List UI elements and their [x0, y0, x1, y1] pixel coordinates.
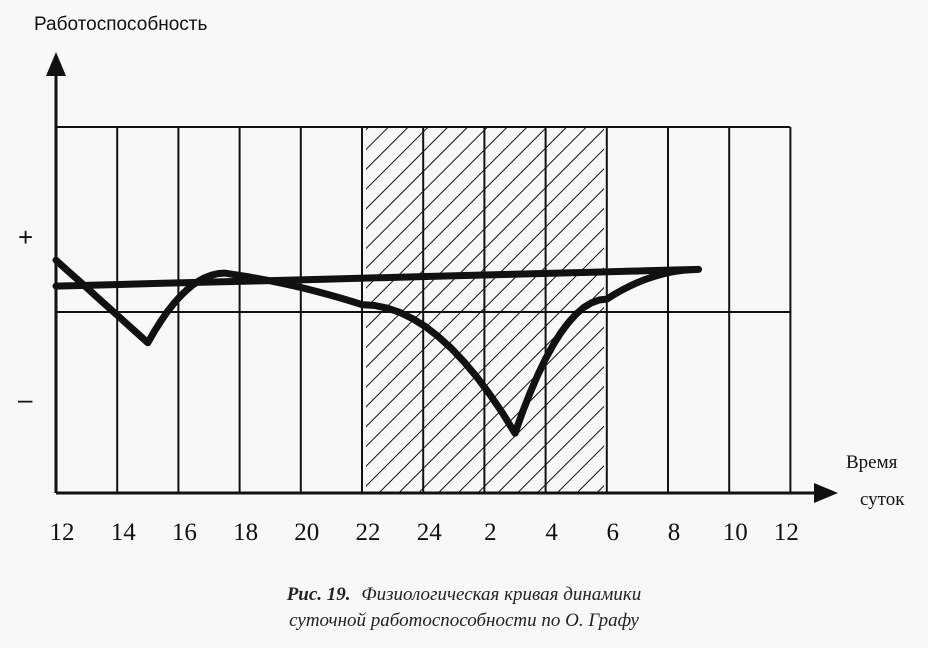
x-tick-label: 12: [774, 519, 799, 546]
y-positive-label: +: [18, 222, 33, 252]
x-tick-label: 6: [607, 519, 620, 546]
x-tick-label: 2: [484, 519, 497, 546]
figure-number: Рис. 19.: [286, 584, 351, 605]
x-tick-label: 20: [294, 519, 319, 546]
x-tick-label: 8: [668, 519, 681, 546]
figure-caption-line2: суточной работоспособности по О. Графу: [289, 610, 639, 631]
x-axis-arrow-icon: [814, 483, 838, 503]
figure-caption-text1: Физиологическая кривая динамики: [361, 584, 641, 605]
y-axis-arrow-icon: [46, 52, 66, 76]
x-tick-label: 10: [723, 519, 748, 546]
x-axis-label-line1: Время: [846, 452, 898, 473]
x-tick-labels: 12 14 16 18 20 22 24 2 4 6 8 10 12: [50, 519, 799, 546]
y-negative-label: –: [18, 384, 33, 414]
x-tick-label: 16: [172, 519, 197, 546]
y-axis-label: Работоспособность: [34, 14, 207, 35]
x-tick-label: 12: [50, 519, 75, 546]
x-axis-label-line2: суток: [860, 489, 905, 510]
x-tick-label: 18: [233, 519, 258, 546]
y-axis: [46, 52, 66, 493]
series-line: [52, 256, 703, 437]
x-axis: [56, 483, 838, 503]
x-tick-label: 22: [356, 519, 381, 546]
x-tick-label: 24: [417, 519, 443, 546]
x-tick-label: 4: [545, 519, 558, 546]
x-tick-label: 14: [111, 519, 137, 546]
figure-caption-line1: Рис. 19. Физиологическая кривая динамики: [286, 584, 642, 605]
chart-grid: [56, 126, 792, 493]
